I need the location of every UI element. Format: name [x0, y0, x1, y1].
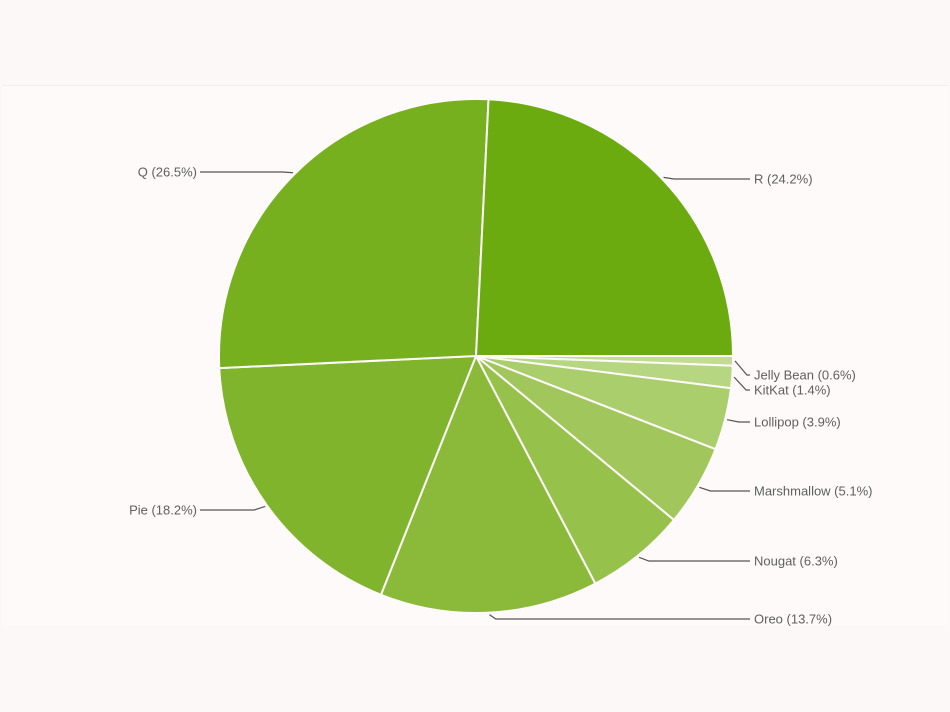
label-pie: Pie (18.2%) [129, 503, 197, 518]
slices [218, 98, 735, 614]
leader-line-r [663, 176, 750, 180]
label-kitkat: KitKat (1.4%) [754, 383, 831, 398]
label-r: R (24.2%) [754, 172, 813, 187]
leader-line-q [200, 171, 294, 174]
leader-line-lollipop [726, 419, 750, 423]
label-oreo: Oreo (13.7%) [754, 612, 832, 627]
label-lollipop: Lollipop (3.9%) [754, 415, 841, 430]
leader-line-nougat [638, 556, 750, 562]
label-jelly-bean: Jelly Bean (0.6%) [754, 368, 856, 383]
leader-line-oreo [489, 614, 750, 620]
label-marshmallow: Marshmallow (5.1%) [754, 484, 872, 499]
slice-q[interactable] [218, 98, 490, 370]
leader-line-marshmallow [699, 486, 750, 492]
slice-pie[interactable] [218, 354, 478, 597]
slice-oreo[interactable] [379, 353, 597, 614]
leader-line-pie [200, 505, 266, 511]
label-q: Q (26.5%) [138, 165, 197, 180]
labels: Jelly Bean (0.6%)KitKat (1.4%) Lollipop (… [129, 165, 872, 627]
slice-r[interactable] [474, 98, 735, 357]
label-nougat: Nougat (6.3%) [754, 554, 838, 569]
leader-line-jelly-bean [734, 360, 750, 376]
leader-line-kitkat [733, 376, 750, 391]
